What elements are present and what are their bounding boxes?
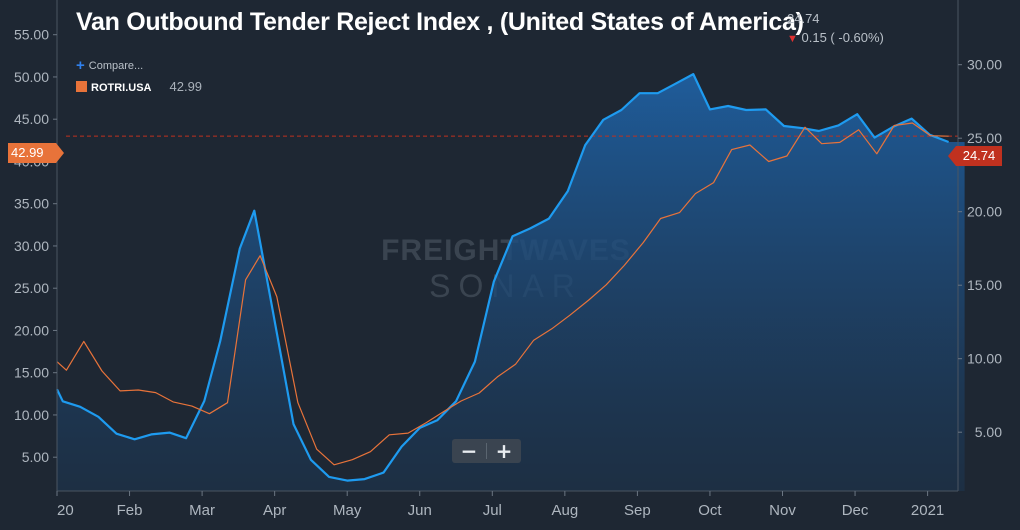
down-arrow-icon: ▼ (787, 33, 798, 45)
left-axis-tick-label: 5.00 (22, 449, 49, 465)
left-axis-tick-label: 55.00 (14, 27, 49, 43)
left-axis-tick-label: 35.00 (14, 196, 49, 212)
legend-series-value: 42.99 (169, 79, 203, 94)
orange-series-line (56, 122, 949, 466)
right-axis-tick-label: 20.00 (967, 204, 1002, 220)
x-axis-tick-label: Jul (483, 502, 502, 519)
zoom-control: − + (452, 439, 521, 463)
right-axis-tick-label: 25.00 (967, 130, 1002, 146)
zoom-divider (486, 443, 487, 459)
x-axis-tick-label: Sep (624, 502, 651, 519)
last-value: 24.74 (787, 11, 820, 26)
plus-icon: + (76, 57, 85, 74)
right-value-tag: 24.74 (948, 146, 1002, 166)
left-axis-tick-label: 30.00 (14, 238, 49, 254)
chart-title: Van Outbound Tender Reject Index , (Unit… (76, 8, 804, 36)
legend-series-code: ROTRI.USA (91, 82, 152, 94)
legend-entry[interactable]: ROTRI.USA 42.99 (76, 78, 202, 96)
right-axis-tick-label: 10.00 (967, 351, 1002, 367)
x-axis-tick-label: Mar (189, 502, 215, 519)
left-axis-tick-label: 45.00 (14, 111, 49, 127)
zoom-in-button[interactable]: + (495, 439, 513, 463)
area-layer (57, 74, 965, 491)
left-axis-tick-label: 20.00 (14, 322, 49, 338)
left-axis-tick-label: 50.00 (14, 69, 49, 85)
x-axis-tick-label: Feb (117, 502, 143, 519)
x-axis-tick-label: Aug (551, 502, 578, 519)
zoom-out-button[interactable]: − (460, 439, 478, 463)
x-axis-tick-label: Apr (263, 502, 286, 519)
blue-series-line (56, 73, 949, 482)
x-axis-tick-label: Jun (408, 502, 432, 519)
change-value: 0.15 ( -0.60%) (801, 30, 884, 45)
compare-label: Compare... (88, 60, 144, 72)
right-axis-tick-label: 5.00 (975, 424, 1002, 440)
right-axis-tick-label: 30.00 (967, 57, 1002, 73)
axis-layer: 5.0010.0015.0020.0025.0030.0035.0040.004… (14, 0, 1002, 519)
compare-button[interactable]: + Compare... (76, 57, 143, 74)
series-area-fill (57, 74, 965, 491)
x-axis-tick-label: Nov (769, 502, 796, 519)
x-axis-tick-label: May (333, 502, 362, 519)
series-swatch (76, 81, 87, 92)
line-layer (56, 73, 949, 482)
left-axis-tick-label: 10.00 (14, 407, 49, 423)
left-axis-tick-label: 15.00 (14, 365, 49, 381)
right-axis-tick-label: 15.00 (967, 277, 1002, 293)
x-axis-tick-label: Dec (842, 502, 869, 519)
x-axis-tick-label: 20 (57, 502, 74, 519)
left-axis-tick-label: 25.00 (14, 280, 49, 296)
left-value-tag: 42.99 (8, 143, 64, 163)
x-axis-tick-label: 2021 (911, 502, 944, 519)
x-axis-tick-label: Oct (698, 502, 722, 519)
change-readout: ▼ 0.15 ( -0.60%) (787, 30, 884, 45)
